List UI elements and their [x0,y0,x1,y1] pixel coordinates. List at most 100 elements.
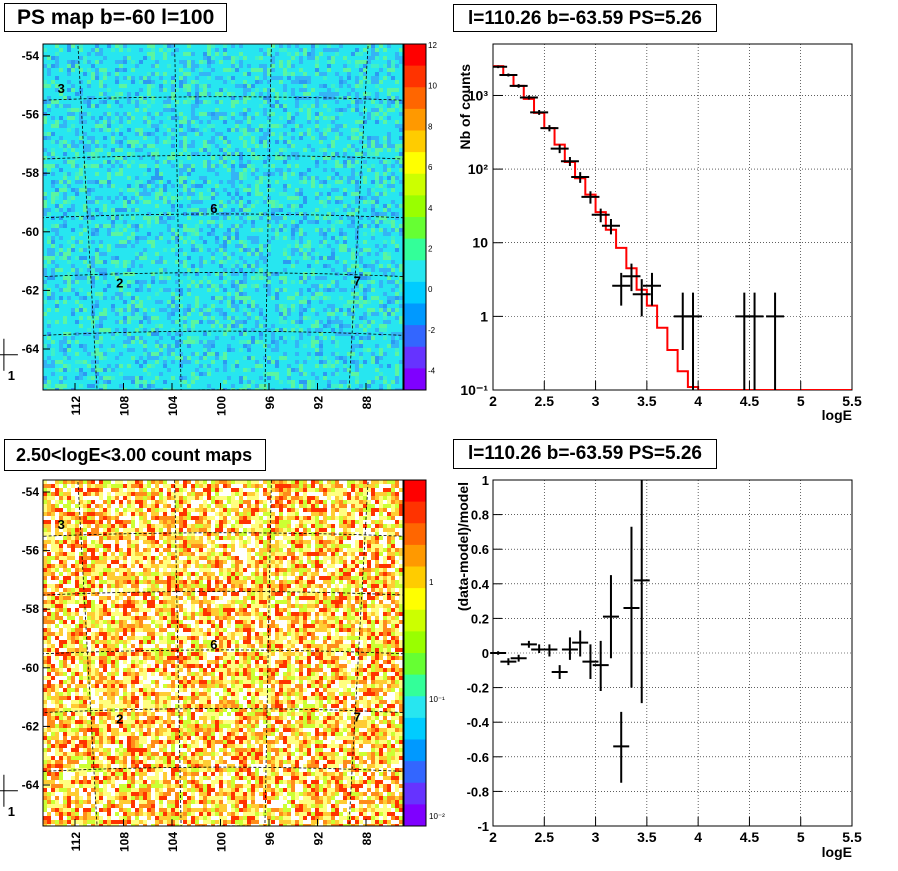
map-cell [383,240,387,244]
map-cell [311,544,315,548]
map-cell [319,320,323,324]
map-cell [127,48,131,52]
map-cell [147,200,151,204]
map-cell [227,328,231,332]
map-cell [331,372,335,376]
map-cell [255,484,259,488]
map-cell [267,508,271,512]
map-cell [119,548,123,552]
map-cell [55,304,59,308]
map-cell [95,140,99,144]
map-cell [239,380,243,384]
map-cell [107,488,111,492]
map-cell [323,84,327,88]
map-cell [283,356,287,360]
map-cell [51,268,55,272]
map-cell [219,76,223,80]
map-cell [347,484,351,488]
map-cell [191,232,195,236]
map-cell [123,160,127,164]
map-cell [311,136,315,140]
map-cell [135,528,139,532]
map-cell [203,316,207,320]
map-cell [339,108,343,112]
map-cell [343,208,347,212]
map-cell [287,512,291,516]
map-cell [107,492,111,496]
map-cell [335,528,339,532]
map-cell [391,68,395,72]
map-cell [263,316,267,320]
map-cell [87,492,91,496]
map-cell [91,260,95,264]
map-cell [99,512,103,516]
map-cell [283,84,287,88]
map-cell [59,380,63,384]
map-cell [291,236,295,240]
map-cell [347,324,351,328]
map-cell [127,548,131,552]
map-cell [95,316,99,320]
map-cell [263,532,267,536]
map-cell [335,320,339,324]
map-cell [323,504,327,508]
map-cell [327,156,331,160]
map-cell [203,88,207,92]
map-cell [167,368,171,372]
map-cell [387,480,391,484]
map-cell [307,244,311,248]
map-cell [199,308,203,312]
map-cell [63,172,67,176]
map-cell [283,516,287,520]
map-cell [143,236,147,240]
map-cell [79,344,83,348]
map-cell [399,100,403,104]
map-cell [359,216,363,220]
map-cell [291,484,295,488]
map-cell [235,236,239,240]
map-cell [363,208,367,212]
map-cell [243,340,247,344]
map-cell [199,364,203,368]
map-cell [211,500,215,504]
map-cell [303,92,307,96]
map-cell [387,108,391,112]
map-cell [83,512,87,516]
map-cell [379,184,383,188]
map-cell [91,368,95,372]
map-cell [335,236,339,240]
map-cell [379,304,383,308]
map-cell [127,56,131,60]
map-cell [239,204,243,208]
map-cell [323,200,327,204]
map-cell [335,512,339,516]
map-cell [391,60,395,64]
map-cell [363,160,367,164]
map-cell [151,48,155,52]
map-cell [223,232,227,236]
map-cell [147,168,151,172]
map-cell [183,544,187,548]
map-cell [103,508,107,512]
map-cell [163,308,167,312]
map-cell [63,320,67,324]
map-cell [79,180,83,184]
map-cell [203,308,207,312]
map-cell [103,308,107,312]
map-cell [303,84,307,88]
map-cell [391,516,395,520]
map-cell [143,488,147,492]
map-cell [143,216,147,220]
map-cell [175,528,179,532]
map-cell [43,208,47,212]
map-cell [251,236,255,240]
map-cell [367,136,371,140]
map-cell [115,244,119,248]
map-cell [67,128,71,132]
map-cell [79,360,83,364]
map-cell [395,484,399,488]
map-cell [159,536,163,540]
map-cell [319,540,323,544]
map-cell [255,340,259,344]
map-cell [343,520,347,524]
